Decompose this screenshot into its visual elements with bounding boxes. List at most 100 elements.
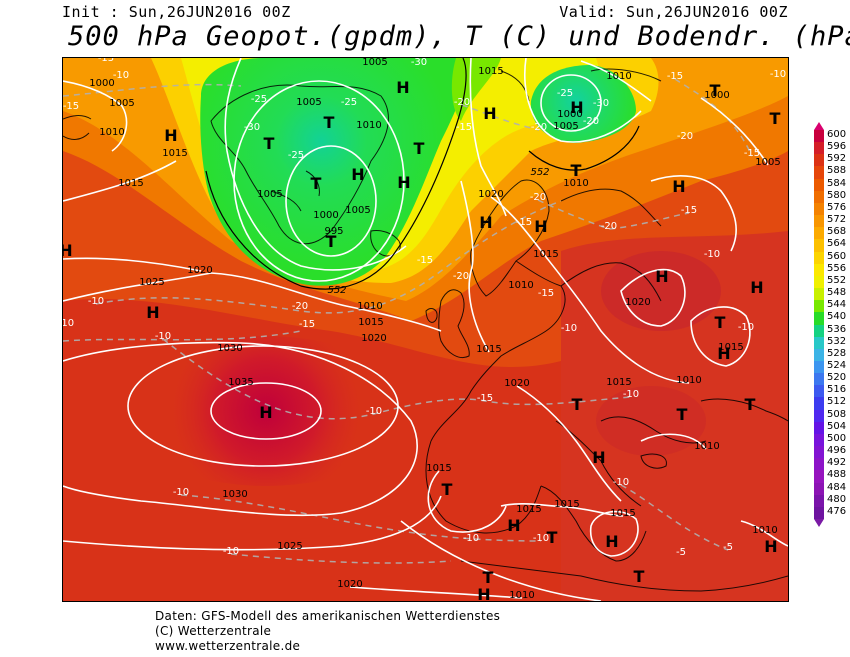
isobar-label: 1020 [504, 378, 529, 389]
isotherm-label: -15 [538, 288, 554, 299]
legend-swatch [814, 421, 824, 434]
high-pressure-marker: H [764, 537, 777, 556]
low-pressure-marker: T [414, 139, 425, 158]
legend-bottom-arrow-icon [814, 519, 824, 527]
low-pressure-marker: T [442, 480, 453, 499]
isotherm-label: -10 [561, 323, 577, 334]
high-pressure-marker: H [351, 165, 364, 184]
high-pressure-marker: H [750, 278, 763, 297]
isobar-label: 1020 [361, 333, 386, 344]
legend-swatch [814, 433, 824, 447]
isobar-label: 1030 [217, 343, 242, 354]
isobar-label: 1020 [478, 189, 503, 200]
isobar-label: 1010 [99, 127, 124, 138]
isobar-label: 1010 [606, 71, 631, 82]
low-pressure-marker: T [547, 528, 558, 547]
legend-swatch [814, 470, 824, 483]
legend-swatch [814, 190, 824, 203]
legend-entry: 524 [814, 360, 850, 374]
legend-value: 560 [827, 250, 847, 262]
isotherm-label: -15 [516, 217, 532, 228]
legend-swatch [814, 215, 824, 228]
legend-entry: 536 [814, 324, 850, 337]
legend-swatch [814, 360, 824, 374]
data-credit: Daten: GFS-Modell des amerikanischen Wet… [155, 609, 500, 654]
legend-swatch [814, 275, 824, 289]
isobar-label: 1015 [610, 508, 635, 519]
legend-value: 520 [827, 372, 847, 384]
isotherm-label: -10 [704, 249, 720, 260]
isobars [63, 58, 788, 601]
init-time: Init : Sun,26JUN2016 00Z [62, 3, 291, 21]
coastlines [63, 68, 788, 592]
isobar-label: 1015 [476, 344, 501, 355]
legend-entry: 520 [814, 372, 850, 386]
legend-entry: 516 [814, 384, 850, 398]
legend-value: 584 [827, 177, 847, 189]
isotherm-label: -10 [533, 533, 549, 544]
legend-swatch [814, 482, 824, 495]
legend-top-arrow-icon [814, 122, 824, 130]
isotherm-label: -20 [531, 122, 547, 133]
isotherm-label: -15 [417, 255, 433, 266]
legend-swatch [814, 397, 824, 410]
legend-entry: 600 [814, 129, 850, 143]
legend-value: 512 [827, 396, 847, 408]
color-legend: 600 596 592 588 584 580 576 572 568 564 560 556 552 5… [814, 122, 850, 527]
legend-swatch [814, 178, 824, 191]
legend-swatch [814, 251, 824, 264]
isobar-label: 1015 [606, 377, 631, 388]
isobar-label: 1015 [554, 499, 579, 510]
legend-entry: 548 [814, 287, 850, 301]
field-red-balkan [596, 386, 706, 456]
legend-value: 556 [827, 262, 847, 274]
isobar-label: 1010 [694, 441, 719, 452]
legend-swatch [814, 142, 824, 155]
isobar-label: 1005 [755, 157, 780, 168]
isotherm-label: -15 [477, 393, 493, 404]
chart-title: 500 hPa Geopot.(gpdm), T (C) und Bodendr… [68, 21, 850, 52]
isotherm-label: -20 [292, 301, 308, 312]
isobar-label: 1020 [625, 297, 650, 308]
isobar-label: 1010 [563, 178, 588, 189]
isotherm-label: -15 [744, 148, 760, 159]
legend-swatch [814, 385, 824, 398]
isobar-label: 1005 [296, 97, 321, 108]
isobar-label: 1015 [533, 249, 558, 260]
isotherm-label: -10 [88, 296, 104, 307]
legend-entry: 556 [814, 262, 850, 276]
legend-entry: 592 [814, 153, 850, 167]
legend-swatch [814, 373, 824, 386]
legend-value: 484 [827, 481, 847, 493]
high-pressure-marker: H [477, 585, 490, 601]
isobar-label: 1000 [557, 109, 582, 120]
legend-swatch [814, 202, 824, 216]
legend-value: 540 [827, 311, 847, 323]
legend-entry: 476 [814, 506, 850, 519]
legend-entry: 576 [814, 201, 850, 216]
isobar-label: 1000 [313, 210, 338, 221]
legend-value: 528 [827, 347, 847, 359]
legend-swatch [814, 494, 824, 507]
isobar-label: 1015 [718, 342, 743, 353]
legend-swatch [814, 409, 824, 422]
legend-value: 592 [827, 153, 847, 165]
low-pressure-marker: T [483, 568, 494, 587]
isotherm-label: -15 [98, 58, 114, 64]
credit-url[interactable]: www.wetterzentrale.de [155, 639, 301, 653]
isotherm-label: -15 [299, 319, 315, 330]
credit-copyright: (C) Wetterzentrale [155, 624, 272, 638]
legend-value: 576 [827, 201, 847, 213]
isobar-label: 1015 [358, 317, 383, 328]
low-pressure-marker: T [770, 109, 781, 128]
legend-entry: 572 [814, 214, 850, 228]
low-pressure-marker: T [311, 174, 322, 193]
isotherm-label: -10 [738, 322, 754, 333]
legend-value: 516 [827, 384, 847, 396]
legend-swatch [814, 154, 824, 167]
low-pressure-marker: T [264, 134, 275, 153]
contour-552-label: 552 [327, 285, 346, 296]
field-green-ne [530, 65, 636, 143]
high-pressure-marker: H [63, 241, 73, 260]
isotherm-label: -30 [593, 98, 609, 109]
